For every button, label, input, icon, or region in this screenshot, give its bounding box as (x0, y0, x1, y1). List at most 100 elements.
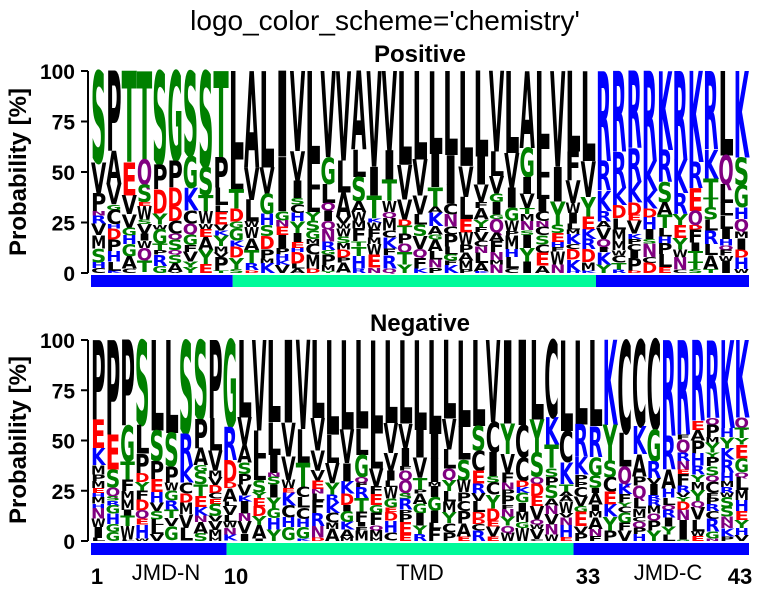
logo-letter: K (259, 261, 275, 276)
logo-letter: K (703, 141, 719, 188)
logo-letter: I (413, 510, 428, 529)
logo-letter: I (688, 240, 703, 254)
logo-letter: K (223, 533, 238, 542)
logo-letter: T (519, 206, 534, 215)
logo-panel-negative: PEKMPMEHMHNWILPESQSRGHGGPGTFMMITWLSLPDYF… (91, 315, 750, 555)
logo-letter: V (281, 414, 296, 468)
logo-letter: A (122, 253, 137, 272)
logo-letter: K (581, 270, 597, 274)
logo-letter: E (691, 418, 706, 433)
logo-letter: S (305, 218, 320, 234)
logo-letter: P (91, 473, 106, 484)
logo-letter: W (366, 241, 381, 257)
logo-letter: Y (325, 479, 340, 498)
logo-letter: N (588, 527, 603, 538)
logo-letter: L (718, 199, 733, 219)
logo-letter: P (397, 232, 412, 247)
logo-letter: V (252, 315, 267, 460)
logo-letter: H (691, 450, 706, 470)
logo-letter: Q (398, 477, 413, 497)
y-tick-label: 0 (63, 531, 75, 554)
logo-letter: Y (661, 524, 676, 537)
logo-letter: Q (500, 524, 515, 535)
logo-letter: T (703, 196, 718, 211)
logo-letter: I (676, 524, 691, 544)
logo-letter: R (647, 498, 662, 508)
logo-letter: L (657, 226, 672, 240)
logo-letter: A (703, 251, 718, 273)
logo-letter: R (672, 188, 687, 221)
logo-letter: P (647, 518, 662, 534)
logo-letter: D (106, 226, 121, 243)
logo-letter: L (354, 317, 369, 458)
logo-letter: V (458, 158, 473, 207)
logo-letter: I (427, 484, 442, 501)
logo-letter: K (229, 238, 245, 249)
logo-letter: E (457, 535, 472, 542)
logo-letter: C (208, 491, 223, 500)
logo-letter: D (383, 510, 398, 523)
logo-letter: V (412, 191, 427, 221)
logo-letter: A (661, 465, 676, 495)
logo-letter: V (647, 476, 662, 485)
logo-letter: T (120, 457, 135, 486)
logo-letter: L (106, 259, 121, 274)
logo-letter: S (734, 150, 749, 194)
logo-letter: L (223, 500, 238, 507)
logo-letter: D (168, 203, 183, 226)
logo-letter: E (574, 508, 589, 530)
logo-letter: M (504, 232, 519, 254)
logo-letter: P (106, 316, 121, 466)
logo-letter: E (471, 467, 486, 488)
logo-letter: S (149, 423, 164, 471)
logo-letter: M (369, 528, 384, 540)
logo-letter: M (340, 536, 355, 542)
logo-letter: T (428, 182, 443, 212)
panel-title-negative: Negative (370, 310, 470, 337)
logo-letter: V (310, 410, 325, 462)
logo-letter: I (91, 524, 106, 541)
logo-letter: W (559, 499, 574, 517)
logo-letter: Q (718, 147, 733, 193)
logo-letter: V (474, 180, 489, 208)
logo-letter: W (120, 522, 135, 544)
logo-letter: D (208, 483, 223, 495)
region-label-jmd-n: JMD-N (132, 560, 200, 585)
logo-letter: F (617, 521, 632, 534)
logo-letter: A (632, 448, 647, 483)
logo-letter: G (106, 503, 121, 516)
logo-letter: Q (734, 415, 749, 432)
logo-letter: R (244, 261, 259, 272)
logo-letter: K (474, 271, 490, 274)
logo-letter: A (336, 260, 351, 276)
logo-letter: G (305, 228, 320, 241)
logo-letter: P (398, 508, 413, 515)
logo-letter: K (565, 256, 581, 275)
logo-letter: I (718, 226, 733, 242)
logo-letter: Y (734, 518, 749, 531)
logo-letter: V (489, 49, 504, 178)
logo-letter: W (458, 229, 473, 249)
logo-letter: S (193, 468, 208, 488)
logo-letter: R (351, 267, 366, 274)
logo-letter: N (266, 472, 281, 479)
logo-letter: L (259, 45, 274, 199)
logo-letter: R (611, 269, 626, 274)
logo-letter: D (581, 246, 596, 267)
logo-letter: W (544, 533, 559, 543)
logo-letter: Y (603, 415, 618, 473)
logo-letter: I (137, 232, 152, 243)
logo-letter: N (535, 219, 550, 228)
logo-letter: K (720, 317, 735, 458)
logo-letter: P (106, 50, 121, 177)
logo-letter: E (281, 487, 296, 494)
logo-letter: E (366, 251, 381, 272)
logo-letter: S (193, 531, 208, 543)
logo-letter: N (366, 266, 381, 275)
logo-letter: P (413, 488, 428, 495)
logo-letter: Q (718, 244, 733, 251)
logo-letter: P (705, 496, 720, 507)
logo-letter: F (354, 525, 369, 533)
logo-letter: I (588, 487, 603, 495)
